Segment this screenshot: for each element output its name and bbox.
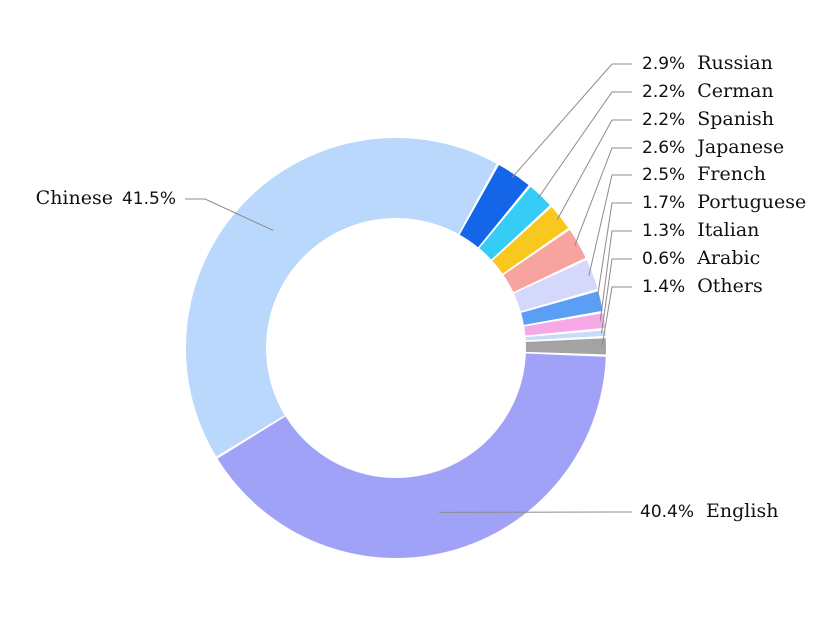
leader-line-japanese — [574, 147, 632, 246]
slice-japanese — [503, 230, 586, 293]
label-value-english: 40.4% — [640, 502, 694, 522]
slice-english — [217, 353, 606, 558]
label-value-chinese: 41.5% — [122, 189, 176, 209]
label-name-japanese: Japanese — [695, 136, 784, 158]
label-value-french: 2.5% — [642, 165, 685, 185]
label-name-cerman: Cerman — [697, 80, 773, 102]
slice-spanish — [492, 207, 569, 274]
label-chinese: Chinese 41.5% — [36, 187, 176, 209]
labels-layer: 2.9% Russian 2.2% Cerman 2.2% Spanish 2.6% Japa… — [36, 52, 807, 522]
label-name-portuguese: Portuguese — [697, 191, 806, 213]
label-italian: 1.3% Italian — [642, 219, 759, 241]
label-name-chinese: Chinese — [36, 187, 113, 209]
label-arabic: 0.6% Arabic — [642, 247, 760, 269]
slice-others — [525, 338, 606, 355]
label-value-others: 1.4% — [642, 277, 685, 297]
label-value-italian: 1.3% — [642, 221, 685, 241]
label-cerman: 2.2% Cerman — [642, 80, 774, 102]
slice-portuguese — [521, 291, 603, 325]
leader-line-arabic — [601, 258, 632, 334]
label-name-english: English — [706, 500, 778, 522]
label-portuguese: 1.7% Portuguese — [642, 191, 806, 213]
label-value-arabic: 0.6% — [642, 249, 685, 269]
label-name-french: French — [697, 163, 766, 185]
slice-chinese — [185, 137, 497, 457]
label-french: 2.5% French — [642, 163, 766, 185]
leader-line-italian — [599, 230, 632, 322]
label-value-portuguese: 1.7% — [642, 193, 685, 213]
label-name-russian: Russian — [697, 52, 773, 74]
label-name-spanish: Spanish — [697, 108, 774, 130]
label-spanish: 2.2% Spanish — [642, 108, 774, 130]
slice-cerman — [479, 186, 550, 260]
label-japanese: 2.6% Japanese — [642, 136, 784, 158]
label-value-spanish: 2.2% — [642, 110, 685, 130]
leader-line-french — [588, 174, 632, 276]
leader-line-portuguese — [596, 202, 632, 302]
slice-russian — [459, 164, 529, 248]
leader-line-others — [601, 286, 632, 347]
label-value-russian: 2.9% — [642, 54, 685, 74]
label-russian: 2.9% Russian — [642, 52, 773, 74]
slice-italian — [524, 313, 606, 336]
label-name-italian: Italian — [697, 219, 759, 241]
leader-line-chinese — [185, 198, 274, 231]
label-value-cerman: 2.2% — [642, 82, 685, 102]
leader-line-cerman — [537, 91, 632, 199]
leader-line-russian — [511, 63, 632, 179]
label-name-others: Others — [697, 275, 763, 297]
label-english: 40.4% English — [640, 500, 778, 522]
label-others: 1.4% Others — [642, 275, 763, 297]
label-name-arabic: Arabic — [696, 247, 760, 269]
slices-layer — [185, 137, 606, 558]
leader-lines-layer — [185, 63, 632, 513]
leader-line-spanish — [556, 119, 632, 220]
slice-arabic — [525, 330, 606, 341]
label-value-japanese: 2.6% — [642, 138, 685, 158]
slice-french — [514, 260, 598, 312]
